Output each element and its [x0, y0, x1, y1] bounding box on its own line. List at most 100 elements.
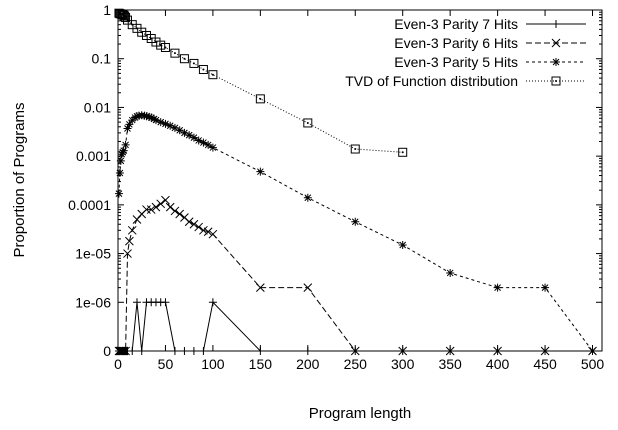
data-point [151, 202, 161, 212]
data-point [255, 94, 265, 104]
data-point [303, 193, 312, 202]
data-point [208, 70, 218, 80]
y-tick-label: 0 [103, 343, 111, 359]
data-point [118, 148, 127, 157]
data-point [156, 199, 166, 209]
data-point [156, 118, 165, 127]
y-tick-label: 0.1 [92, 51, 112, 67]
data-point [125, 120, 134, 129]
data-point [160, 42, 170, 52]
x-axis-title: Program length [309, 405, 412, 422]
legend-item: Even-3 Parity 5 Hits [394, 54, 586, 70]
data-point [161, 195, 170, 205]
data-point [208, 143, 217, 152]
series-line [118, 114, 593, 352]
legend-label: TVD of Function distribution [345, 73, 518, 89]
x-tick-label: 100 [201, 356, 225, 372]
data-point [151, 116, 160, 125]
data-point [198, 65, 208, 75]
data-point [121, 13, 131, 23]
data-point [146, 205, 156, 214]
legend-marker-sample [551, 38, 561, 48]
data-point [303, 283, 313, 292]
data-point [114, 189, 123, 198]
data-point [132, 215, 142, 224]
data-point [493, 283, 502, 292]
legend-label: Even-3 Parity 5 Hits [394, 54, 518, 70]
x-tick-label: 250 [344, 356, 368, 372]
x-tick-label: 300 [391, 356, 415, 372]
y-tick-label: 1e-06 [75, 294, 111, 310]
data-point [398, 240, 407, 249]
data-point [142, 112, 151, 121]
series-4 [114, 8, 408, 157]
y-tick-label: 0.0001 [68, 197, 111, 213]
data-point [350, 144, 360, 154]
y-tick-label: 1e-05 [75, 246, 111, 262]
x-tick-label: 450 [533, 356, 557, 372]
x-tick-label: 50 [158, 356, 174, 372]
data-point [184, 217, 194, 227]
data-point [541, 283, 550, 292]
data-point [127, 225, 137, 235]
data-point [189, 133, 198, 142]
data-point [140, 111, 149, 120]
data-point [446, 268, 455, 277]
data-point [180, 128, 189, 137]
data-point [141, 30, 151, 40]
data-point [208, 229, 218, 239]
data-point [199, 138, 208, 147]
data-point [123, 124, 132, 133]
data-point [170, 48, 180, 58]
data-point [194, 136, 203, 145]
data-point [179, 54, 189, 64]
data-point [161, 298, 170, 307]
legend-marker-sample [552, 20, 560, 28]
series-line [118, 12, 403, 153]
legend-label: Even-3 Parity 6 Hits [394, 35, 518, 51]
x-tick-label: 500 [581, 356, 605, 372]
data-point [119, 146, 128, 155]
x-tick-label: 150 [249, 356, 273, 372]
plot-frame [117, 9, 603, 352]
legend-marker-sample [552, 58, 560, 66]
y-tick-label: 0.001 [76, 148, 111, 164]
y-tick-label: 0.01 [84, 99, 111, 115]
data-point [199, 225, 208, 235]
legend-item: Even-3 Parity 6 Hits [394, 35, 586, 51]
data-point [145, 112, 154, 121]
data-point [156, 40, 166, 50]
series-line [118, 301, 593, 352]
legend-marker-sample [551, 76, 561, 86]
data-point [132, 112, 141, 121]
data-point [170, 123, 179, 132]
data-point [175, 209, 185, 219]
legend-item: Even-3 Parity 7 Hits [394, 16, 586, 32]
x-tick-label: 200 [296, 356, 320, 372]
data-point [351, 217, 360, 226]
data-point [161, 119, 170, 128]
data-point [115, 169, 124, 178]
data-point [203, 227, 213, 237]
x-tick-label: 350 [438, 356, 462, 372]
x-tick-label: 0 [114, 356, 122, 372]
data-point [170, 206, 180, 216]
legend-item: TVD of Function distribution [345, 73, 586, 89]
data-point [185, 131, 194, 140]
data-point [165, 202, 175, 212]
data-point [147, 113, 156, 122]
data-point [208, 298, 217, 307]
data-point [398, 147, 408, 157]
data-point [123, 249, 132, 258]
data-point [125, 236, 134, 246]
data-point [189, 58, 199, 68]
legend-label: Even-3 Parity 7 Hits [394, 16, 518, 32]
y-tick-label: 1 [103, 2, 111, 18]
data-point [175, 126, 184, 135]
data-point [150, 114, 159, 123]
data-point [132, 298, 141, 307]
data-point [303, 118, 313, 128]
data-point [121, 140, 130, 149]
